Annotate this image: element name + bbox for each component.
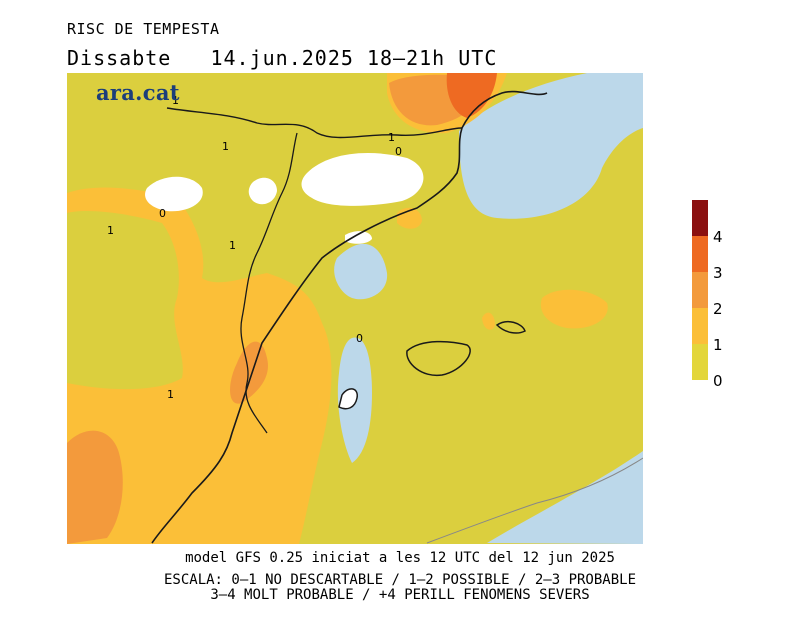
clear-area-4 [345,231,372,244]
region-border [240,132,298,434]
contour-label: 0 [395,145,402,158]
risk-area-2-3-ne [446,73,497,118]
contour-label: 0 [159,207,166,220]
ara-cat-logo: ara.cat [96,80,180,105]
risk-area-1-2-small [482,312,495,330]
legend-label-3: 3 [713,264,723,282]
contour-label: 1 [167,388,174,401]
clear-area-1 [301,153,424,206]
legend-swatch-2 [692,272,708,308]
clear-area-3 [248,177,277,205]
risk-area-2-3-sw [67,430,123,544]
contour-label: 1 [229,239,236,252]
forecast-date: Dissabte 14.jun.2025 18–21h UTC [67,46,498,70]
legend-swatch-4 [692,200,708,236]
risk-legend [692,200,708,380]
island-ibiza [338,388,358,410]
sea-southeast [487,451,643,544]
scale-line-1: ESCALA: 0–1 NO DESCARTABLE / 1–2 POSSIBL… [163,572,636,588]
clear-area-2 [145,176,203,212]
border-line [166,107,463,139]
sea-balearic [334,243,388,300]
model-info: model GFS 0.25 iniciat a les 12 UTC del … [185,550,615,566]
island-mallorca [406,340,471,377]
legend-label-0: 0 [713,372,723,390]
scale-line-2: 3–4 MOLT PROBABLE / +4 PERILL FENOMENS S… [210,587,590,603]
coastline [151,90,548,544]
contour-label: 0 [356,332,363,345]
legend-swatch-1 [692,308,708,344]
contour-label: 1 [222,140,229,153]
contour-label: 1 [107,224,114,237]
contour-label: 1 [388,131,395,144]
sea-gulf-lion [459,73,643,219]
risk-area-0-1-inner [67,211,183,390]
risk-area-1-2-east [540,289,608,329]
coast-southeast [426,457,643,544]
island-menorca [495,320,526,334]
legend-swatch-3 [692,236,708,272]
map-title: RISC DE TEMPESTA [67,20,220,38]
legend-label-2: 2 [713,300,723,318]
legend-label-4: 4 [713,228,723,246]
contour-label: 1 [172,94,179,107]
legend-label-1: 1 [713,336,723,354]
risk-map: 1 1 1 1 1 1 0 0 0 [67,73,643,544]
legend-swatch-0 [692,344,708,380]
risk-area-2-3-center [230,341,268,404]
